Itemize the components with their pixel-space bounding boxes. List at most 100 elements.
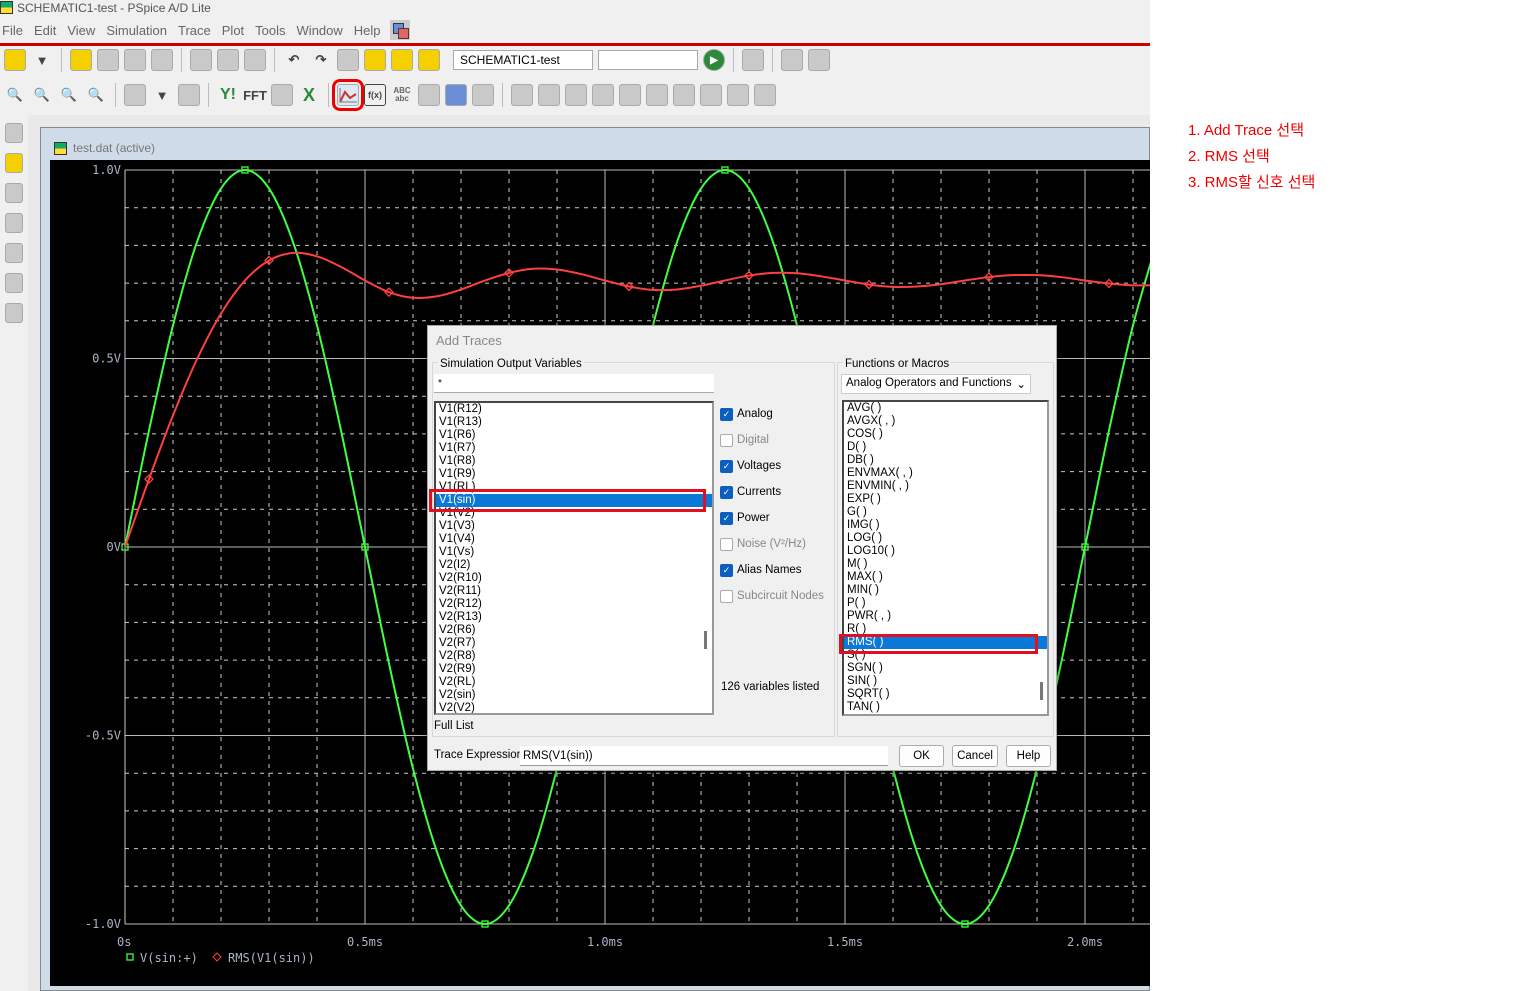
variable-item[interactable]: V1(R8)	[439, 455, 476, 467]
new-file-icon[interactable]	[4, 49, 26, 71]
variables-scrollbar[interactable]	[704, 631, 707, 649]
select-cursor-icon[interactable]	[445, 84, 467, 106]
fft-icon[interactable]: FFT	[243, 87, 267, 103]
secondary-select[interactable]	[598, 50, 698, 70]
variable-item[interactable]: V2(R6)	[439, 624, 476, 636]
function-item[interactable]: PWR( , )	[847, 610, 892, 622]
function-item[interactable]: COS( )	[847, 428, 883, 440]
copy-window-icon[interactable]	[124, 84, 146, 106]
variable-item[interactable]: V1(V4)	[439, 533, 475, 545]
menu-edit[interactable]: Edit	[33, 22, 57, 38]
cursor-max-icon[interactable]	[619, 84, 641, 106]
function-item[interactable]: DB( )	[847, 454, 874, 466]
open-data-icon[interactable]	[97, 49, 119, 71]
cursor-mark-label-icon[interactable]	[754, 84, 776, 106]
variable-item[interactable]: V1(Vs)	[439, 546, 475, 558]
settings-plot-icon[interactable]	[5, 303, 23, 323]
cancel-button[interactable]: Cancel	[952, 745, 998, 767]
help-button[interactable]: Help	[1006, 745, 1051, 767]
function-item[interactable]: D( )	[847, 441, 867, 453]
function-item[interactable]: AVG( )	[847, 402, 882, 414]
variable-item[interactable]: V2(R8)	[439, 650, 476, 662]
function-item[interactable]: SGN( )	[847, 662, 883, 674]
simulation-profile-select[interactable]: SCHEMATIC1-test	[453, 50, 593, 70]
toggle-grid-icon[interactable]	[472, 84, 494, 106]
zoom-area-icon[interactable]: 🔍	[60, 87, 78, 102]
cursor-trough-icon[interactable]	[538, 84, 560, 106]
function-item[interactable]: ENVMIN( , )	[847, 480, 909, 492]
text-label-icon[interactable]: ABC abc	[393, 86, 411, 103]
ok-button[interactable]: OK	[899, 745, 944, 767]
variable-filter-input[interactable]	[434, 374, 714, 393]
function-item[interactable]: LOG( )	[847, 532, 883, 544]
variable-item[interactable]: V1(R6)	[439, 429, 476, 441]
checkbox-analog[interactable]: ✓ Analog	[720, 401, 824, 427]
variable-item[interactable]: V1(sin)	[436, 494, 712, 507]
variable-item[interactable]: V1(R9)	[439, 468, 476, 480]
undo-icon[interactable]: ↶	[288, 52, 300, 67]
new-plot-icon[interactable]	[5, 243, 23, 263]
checkbox-power[interactable]: ✓ Power	[720, 505, 824, 531]
run-icon[interactable]: ▶	[703, 49, 725, 71]
add-trace-icon[interactable]	[332, 79, 364, 111]
function-item[interactable]: P( )	[847, 597, 866, 609]
cursor-slope-icon[interactable]	[565, 84, 587, 106]
checkbox-voltages[interactable]: ✓ Voltages	[720, 453, 824, 479]
menu-help[interactable]: Help	[353, 22, 381, 38]
cursor-prev-icon[interactable]	[727, 84, 749, 106]
function-item[interactable]: SIN( )	[847, 675, 878, 687]
functions-list[interactable]: AVG( ) AVGX( , ) COS( ) D( ) DB( ) ENVMAX( , …	[842, 400, 1049, 716]
variable-item[interactable]: V2(I2)	[439, 559, 471, 571]
dropdown-arrow-icon[interactable]: ▼	[155, 87, 169, 103]
marker-voltage-icon[interactable]	[364, 49, 386, 71]
zoom-fit-icon[interactable]: 🔍	[87, 87, 105, 102]
redo-icon[interactable]: ↷	[315, 52, 327, 67]
cursor-min-icon[interactable]	[592, 84, 614, 106]
marker-power-icon[interactable]	[418, 49, 440, 71]
eval-measurement-icon[interactable]: f(x)	[364, 84, 386, 106]
variable-item[interactable]: V2(V2)	[439, 702, 475, 714]
functions-scrollbar[interactable]	[1040, 682, 1043, 700]
window-tile-icon[interactable]	[389, 20, 410, 40]
view-results-icon[interactable]	[742, 49, 764, 71]
cursor-peak-icon[interactable]	[511, 84, 533, 106]
comment-icon[interactable]	[5, 123, 23, 143]
open-folder-icon[interactable]	[70, 49, 92, 71]
variable-item[interactable]: V2(sin)	[439, 689, 476, 701]
zoom-out-icon[interactable]: 🔍	[33, 87, 51, 102]
mark-data-points-icon[interactable]	[418, 84, 440, 106]
edit-plot-icon[interactable]	[5, 273, 23, 293]
performance-analysis-icon[interactable]	[271, 84, 293, 106]
function-item[interactable]: AVGX( , )	[847, 415, 896, 427]
menu-trace[interactable]: Trace	[178, 22, 211, 38]
function-item[interactable]: R( )	[847, 623, 867, 635]
plot-tab[interactable]: test.dat (active)	[50, 138, 1150, 158]
function-item[interactable]: EXP( )	[847, 493, 881, 505]
function-item[interactable]: MAX( )	[847, 571, 883, 583]
checkbox-subcircuit-nodes[interactable]: Subcircuit Nodes	[720, 583, 824, 609]
function-item[interactable]: G( )	[847, 506, 867, 518]
variable-item[interactable]: V1(R13)	[439, 416, 482, 428]
function-item[interactable]: ENVMAX( , )	[847, 467, 913, 479]
stop-icon[interactable]	[808, 49, 830, 71]
trace-expression-input[interactable]	[520, 746, 888, 766]
variable-item[interactable]: V1(V3)	[439, 520, 475, 532]
cursor-next-icon[interactable]	[700, 84, 722, 106]
function-item[interactable]: TAN( )	[847, 701, 881, 713]
notes-icon[interactable]	[5, 153, 23, 173]
zoom-in-icon[interactable]: 🔍	[6, 87, 24, 102]
pause-icon[interactable]	[781, 49, 803, 71]
variable-item[interactable]: V2(R12)	[439, 598, 482, 610]
variable-item[interactable]: V2(RL)	[439, 676, 476, 688]
variable-item[interactable]: V1(R12)	[439, 403, 482, 415]
function-item[interactable]: RMS( )	[844, 636, 1047, 649]
function-item[interactable]: LOG10( )	[847, 545, 895, 557]
checkbox-alias-names[interactable]: ✓ Alias Names	[720, 557, 824, 583]
variable-item[interactable]: V2(R9)	[439, 663, 476, 675]
menu-simulation[interactable]: Simulation	[106, 22, 168, 38]
variable-item[interactable]: V2(R13)	[439, 611, 482, 623]
menu-plot[interactable]: Plot	[221, 22, 245, 38]
log-y-icon[interactable]: Y!	[220, 86, 236, 103]
checkbox-currents[interactable]: ✓ Currents	[720, 479, 824, 505]
variable-item[interactable]: V1(R7)	[439, 442, 476, 454]
